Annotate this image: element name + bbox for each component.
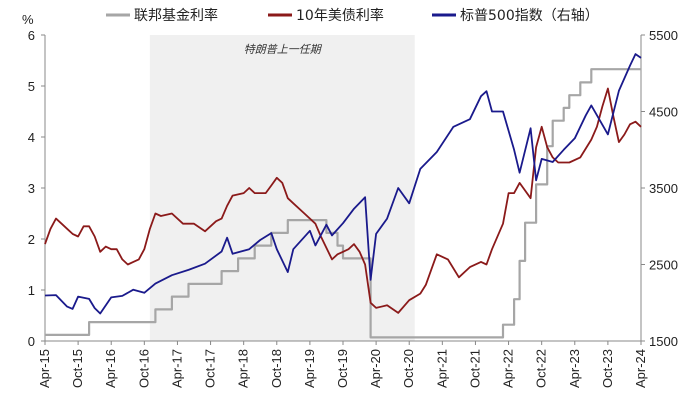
x-tick-label: Apr-21 (434, 349, 449, 388)
y-left-tick-label: 2 (28, 232, 35, 247)
x-tick-label: Oct-20 (401, 349, 416, 388)
x-tick-label: Oct-22 (534, 349, 549, 388)
y-left-tick-label: 4 (28, 130, 35, 145)
y-right-tick-labels: 1500 2500 3500 4500 5500 (641, 28, 678, 349)
x-tick-label: Apr-23 (567, 349, 582, 388)
legend: 联邦基金利率 10年美债利率 标普500指数（右轴） (106, 7, 599, 24)
series-sp500-index (44, 53, 642, 315)
y-left-tick-label: 3 (28, 181, 35, 196)
y-left-tick-labels: 0 1 2 3 4 5 6 (28, 28, 45, 349)
x-tick-label: Oct-15 (70, 349, 85, 388)
y-left-tick-label: 6 (28, 28, 35, 43)
y-right-tick-label: 2500 (649, 258, 678, 273)
x-tick-label: Apr-16 (103, 349, 118, 388)
series-10y-treasury-yield (44, 87, 642, 314)
x-tick-label: Apr-15 (37, 349, 52, 388)
x-tick-label: Oct-19 (335, 349, 350, 388)
legend-label-sp500: 标普500指数（右轴） (460, 8, 599, 24)
series-layer (44, 53, 642, 339)
y-right-tick-label: 4500 (649, 105, 678, 120)
x-tick-label: Oct-18 (269, 349, 284, 388)
shaded-period-label: 特朗普上一任期 (244, 43, 323, 56)
x-tick-label: Oct-21 (467, 349, 482, 388)
legend-item-sp500: 标普500指数（右轴） (432, 8, 599, 24)
x-tick-label: Apr-18 (236, 349, 251, 388)
x-tick-label: Oct-17 (203, 349, 218, 388)
y-right-tick-label: 3500 (649, 181, 678, 196)
y-right-tick-label: 5500 (649, 28, 678, 43)
series-fed-funds-rate (45, 68, 641, 339)
y-left-tick-label: 5 (28, 79, 35, 94)
x-tick-label: Apr-19 (302, 349, 317, 388)
legend-label-fed-funds: 联邦基金利率 (134, 7, 218, 24)
y-left-unit-label: % (22, 12, 34, 27)
x-tick-labels: Apr-15 Oct-15 Apr-16 Oct-16 Apr-17 Oct-17 Apr-… (37, 341, 648, 388)
x-tick-label: Apr-17 (169, 349, 184, 388)
x-tick-label: Apr-22 (501, 349, 516, 388)
x-tick-label: Apr-24 (633, 349, 648, 388)
y-right-tick-label: 1500 (649, 334, 678, 349)
x-tick-label: Oct-16 (136, 349, 151, 388)
y-left-tick-label: 0 (28, 334, 35, 349)
x-tick-label: Oct-23 (600, 349, 615, 388)
legend-label-10y-treasury: 10年美债利率 (296, 7, 384, 24)
x-tick-label: Apr-20 (368, 349, 383, 388)
legend-item-fed-funds: 联邦基金利率 (106, 7, 218, 24)
legend-item-10y-treasury: 10年美债利率 (268, 7, 384, 24)
y-left-tick-label: 1 (28, 283, 35, 298)
